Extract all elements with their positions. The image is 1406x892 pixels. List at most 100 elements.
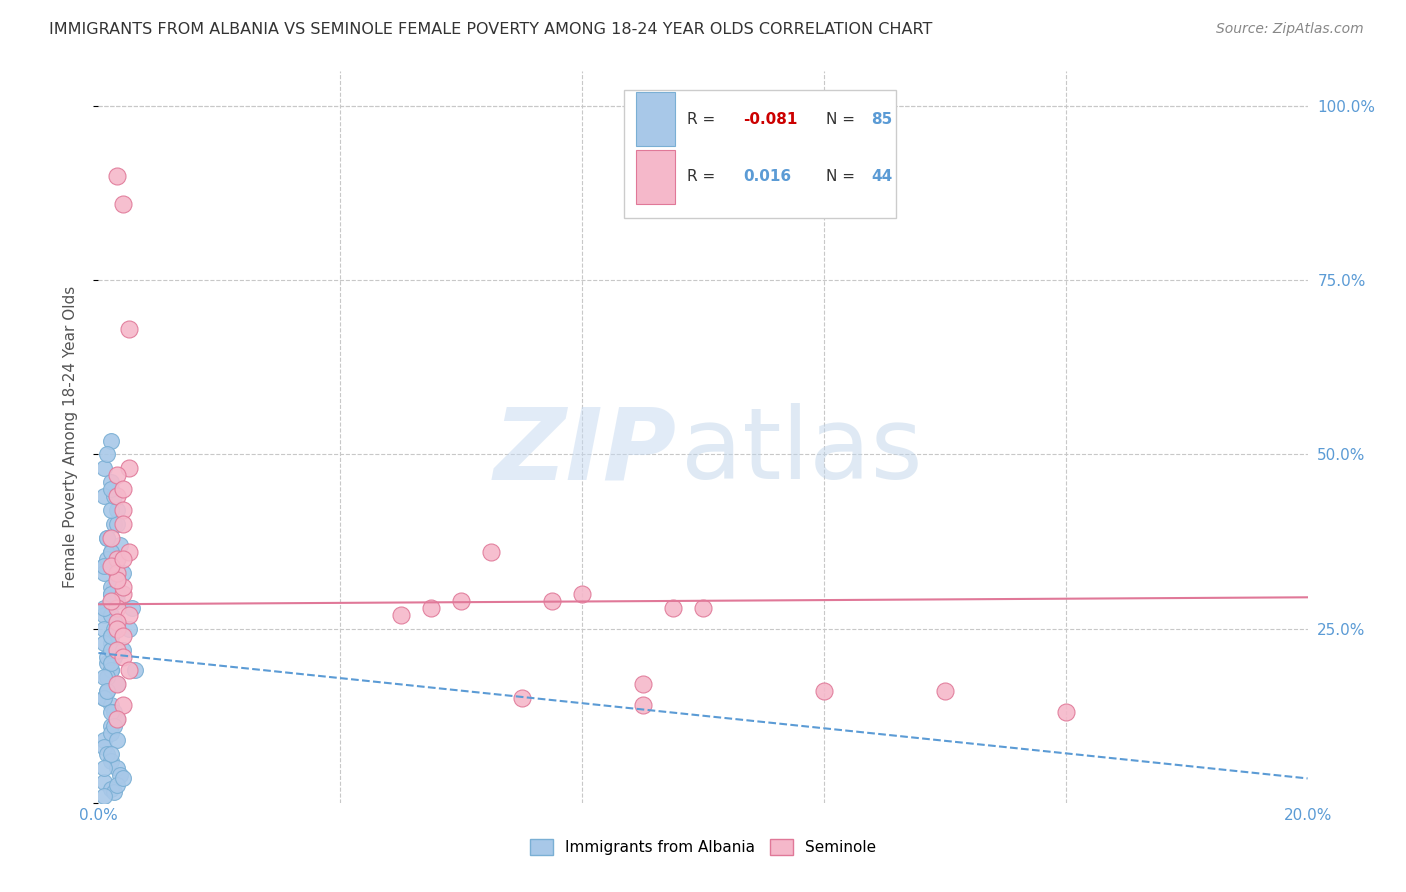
- Point: [100, 594, 122, 608]
- Point: [93, 558, 115, 573]
- Point: [105, 733, 128, 747]
- Point: [111, 642, 134, 657]
- Point: [105, 642, 128, 657]
- Point: [111, 772, 134, 786]
- Point: [105, 622, 128, 636]
- Point: [93, 461, 115, 475]
- Text: 85: 85: [872, 112, 893, 127]
- Point: [571, 587, 593, 601]
- Point: [631, 698, 654, 713]
- Point: [96, 684, 118, 698]
- Text: N =: N =: [827, 112, 860, 127]
- Point: [100, 705, 122, 719]
- Point: [100, 587, 122, 601]
- Point: [100, 434, 122, 448]
- FancyBboxPatch shape: [637, 92, 675, 146]
- Point: [93, 607, 115, 622]
- Point: [96, 600, 118, 615]
- Point: [93, 740, 115, 755]
- Point: [96, 657, 118, 671]
- Point: [111, 483, 134, 497]
- Point: [93, 789, 115, 803]
- Point: [111, 517, 134, 532]
- Point: [100, 635, 122, 649]
- Legend: Immigrants from Albania, Seminole: Immigrants from Albania, Seminole: [523, 833, 883, 861]
- Point: [96, 649, 118, 664]
- Point: [118, 461, 141, 475]
- Text: Source: ZipAtlas.com: Source: ZipAtlas.com: [1216, 22, 1364, 37]
- Point: [100, 726, 122, 740]
- Point: [111, 698, 134, 713]
- Point: [450, 594, 472, 608]
- Point: [124, 664, 146, 678]
- Point: [481, 545, 503, 559]
- Point: [96, 531, 118, 545]
- Point: [111, 552, 134, 566]
- Point: [100, 545, 122, 559]
- Point: [100, 483, 122, 497]
- Point: [105, 594, 128, 608]
- Point: [105, 573, 128, 587]
- Point: [103, 705, 125, 719]
- Point: [103, 580, 125, 594]
- Point: [108, 538, 131, 552]
- Point: [93, 622, 115, 636]
- Point: [93, 691, 115, 706]
- Point: [692, 600, 714, 615]
- Point: [105, 566, 128, 580]
- Point: [111, 503, 134, 517]
- Point: [631, 677, 654, 691]
- Point: [100, 698, 122, 713]
- Point: [1054, 705, 1077, 719]
- Point: [96, 670, 118, 684]
- Point: [100, 607, 122, 622]
- Point: [389, 607, 412, 622]
- Point: [105, 642, 128, 657]
- Point: [111, 580, 134, 594]
- Text: 44: 44: [872, 169, 893, 184]
- Text: ZIP: ZIP: [494, 403, 676, 500]
- Point: [105, 778, 128, 792]
- Point: [105, 552, 128, 566]
- Point: [100, 747, 122, 761]
- Point: [105, 712, 128, 726]
- Point: [93, 775, 115, 789]
- Point: [93, 489, 115, 503]
- Point: [100, 664, 122, 678]
- Point: [105, 600, 128, 615]
- Point: [111, 566, 134, 580]
- Point: [93, 635, 115, 649]
- Point: [103, 785, 125, 799]
- Point: [93, 600, 115, 615]
- Point: [100, 664, 122, 678]
- Point: [100, 558, 122, 573]
- Point: [100, 754, 122, 768]
- Point: [111, 196, 134, 211]
- Point: [118, 607, 141, 622]
- Point: [103, 622, 125, 636]
- Text: -0.081: -0.081: [742, 112, 797, 127]
- Text: N =: N =: [827, 169, 860, 184]
- Text: R =: R =: [688, 112, 720, 127]
- Point: [96, 684, 118, 698]
- Point: [111, 629, 134, 643]
- Point: [103, 719, 125, 733]
- Point: [118, 664, 141, 678]
- Point: [96, 448, 118, 462]
- Point: [96, 747, 118, 761]
- Text: IMMIGRANTS FROM ALBANIA VS SEMINOLE FEMALE POVERTY AMONG 18-24 YEAR OLDS CORRELA: IMMIGRANTS FROM ALBANIA VS SEMINOLE FEMA…: [49, 22, 932, 37]
- Point: [105, 677, 128, 691]
- Point: [105, 677, 128, 691]
- Point: [100, 781, 122, 796]
- Point: [510, 691, 533, 706]
- Point: [100, 545, 122, 559]
- FancyBboxPatch shape: [637, 150, 675, 203]
- Point: [118, 622, 141, 636]
- Point: [93, 691, 115, 706]
- Point: [96, 531, 118, 545]
- Y-axis label: Female Poverty Among 18-24 Year Olds: Female Poverty Among 18-24 Year Olds: [63, 286, 77, 588]
- Point: [93, 558, 115, 573]
- Point: [108, 768, 131, 782]
- Point: [103, 489, 125, 503]
- Point: [100, 629, 122, 643]
